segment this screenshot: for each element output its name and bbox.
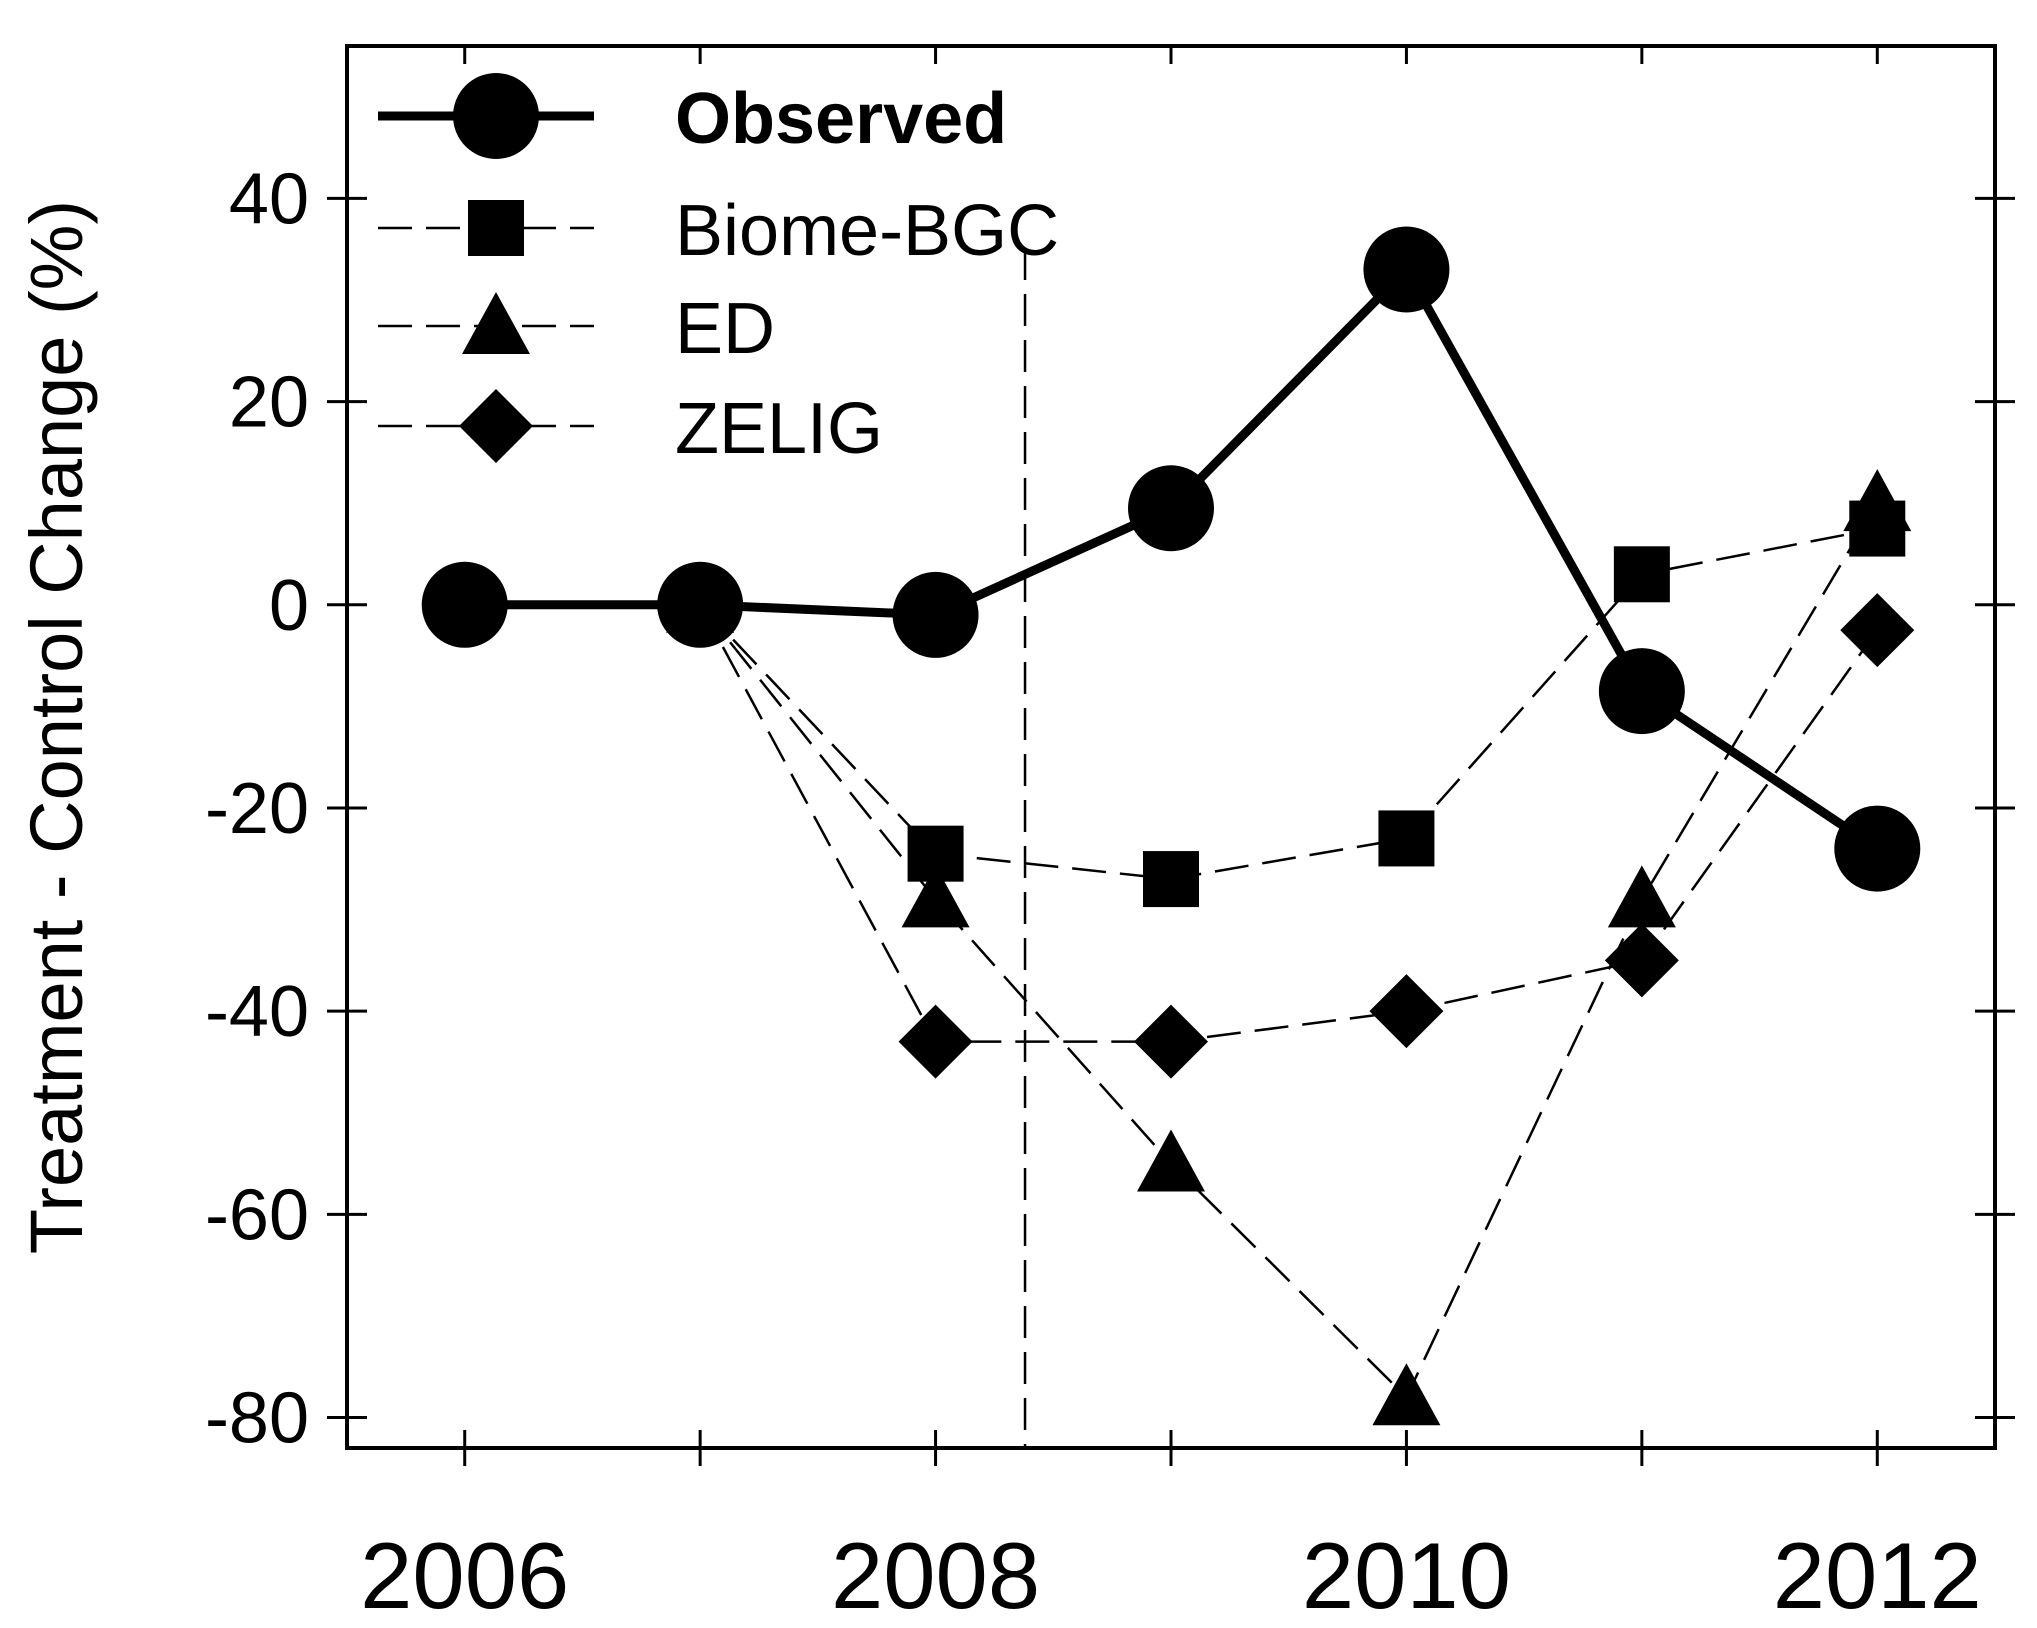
x-tick-label: 2012 bbox=[1773, 1523, 1982, 1628]
legend-label: Observed bbox=[675, 79, 1007, 159]
series-line-ed bbox=[699, 502, 1879, 1399]
legend: Observed Biome-BGC ED ZELIG bbox=[378, 73, 1059, 469]
data-point-diamond bbox=[459, 389, 533, 463]
data-point-circle bbox=[892, 571, 979, 658]
data-point-square bbox=[468, 200, 524, 256]
y-tick-label: -20 bbox=[205, 769, 309, 849]
data-point-circle bbox=[421, 561, 508, 648]
data-point-diamond bbox=[898, 1004, 973, 1079]
data-point-triangle bbox=[1607, 865, 1676, 928]
series-line-zelig bbox=[699, 604, 1879, 1043]
x-tick-label: 2008 bbox=[831, 1523, 1040, 1628]
legend-label: ED bbox=[675, 289, 775, 369]
axis-ticks: -80 -60 -40 -20 0 20 40 2006 2008 2010 2012 bbox=[205, 46, 2015, 1628]
data-point-diamond bbox=[1134, 1004, 1208, 1079]
data-point-triangle bbox=[1137, 1129, 1205, 1192]
data-point-diamond bbox=[1369, 974, 1444, 1049]
series-line-biome-bgc bbox=[699, 527, 1878, 881]
legend-label: ZELIG bbox=[675, 389, 883, 469]
data-point-square bbox=[1613, 546, 1670, 603]
y-tick-label: -60 bbox=[205, 1175, 309, 1255]
data-point-square bbox=[1143, 851, 1199, 908]
series-markers bbox=[421, 226, 1921, 1426]
data-point-circle bbox=[453, 73, 539, 159]
data-point-circle bbox=[657, 561, 744, 648]
y-tick-label: -80 bbox=[205, 1379, 309, 1459]
y-tick-label: 0 bbox=[269, 566, 309, 646]
data-point-triangle bbox=[1372, 1363, 1441, 1426]
y-tick-label: 40 bbox=[229, 159, 309, 239]
data-point-diamond bbox=[1840, 593, 1915, 668]
data-point-triangle bbox=[1843, 469, 1912, 532]
y-tick-label: 20 bbox=[229, 363, 309, 443]
data-point-square bbox=[1378, 810, 1435, 867]
y-tick-label: -40 bbox=[205, 972, 309, 1052]
data-point-circle bbox=[1598, 648, 1685, 735]
x-tick-label: 2006 bbox=[360, 1523, 569, 1628]
data-point-triangle bbox=[901, 865, 970, 928]
data-point-circle bbox=[1363, 226, 1450, 313]
y-axis-label: Treatment - Control Change (%) bbox=[15, 200, 98, 1254]
legend-label: Biome-BGC bbox=[675, 191, 1059, 271]
data-point-triangle bbox=[462, 292, 530, 354]
data-point-circle bbox=[1834, 805, 1921, 892]
x-tick-label: 2010 bbox=[1302, 1523, 1511, 1628]
data-point-diamond bbox=[1604, 923, 1679, 998]
data-point-circle bbox=[1128, 465, 1214, 552]
